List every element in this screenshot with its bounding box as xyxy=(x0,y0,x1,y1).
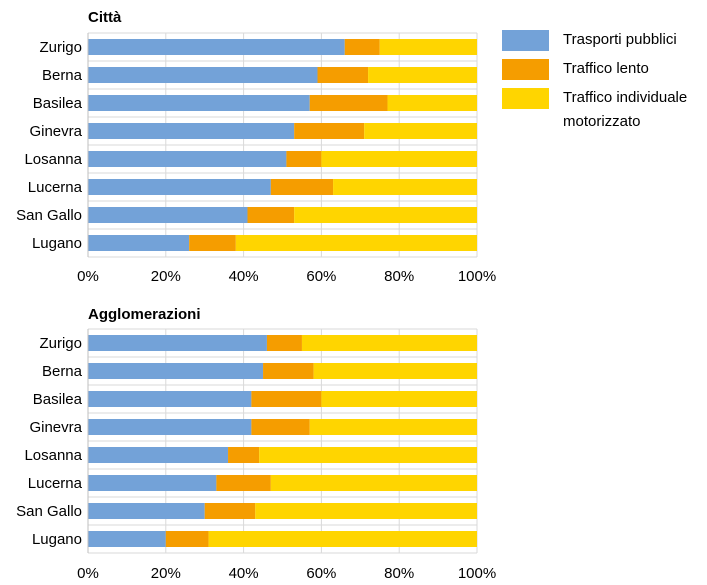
category-label: Ginevra xyxy=(29,123,82,140)
x-tick-label: 100% xyxy=(458,565,496,582)
x-tick-label: 0% xyxy=(77,565,99,582)
category-label: Basilea xyxy=(33,95,83,112)
bar-public xyxy=(88,179,271,195)
legend-swatch-slow xyxy=(502,59,549,80)
category-label: San Gallo xyxy=(16,503,82,520)
bar-private xyxy=(294,207,477,223)
legend-item-public: Trasporti pubblici xyxy=(502,30,707,52)
bar-private xyxy=(313,363,477,379)
bar-slow xyxy=(317,67,369,83)
bar-slow xyxy=(266,335,302,351)
category-label: Zurigo xyxy=(39,39,82,56)
x-tick-label: 0% xyxy=(77,268,99,285)
legend-label-private: Traffico individuale motorizzato xyxy=(563,89,688,130)
bar-private xyxy=(255,503,477,519)
bar-public xyxy=(88,363,264,379)
bar-private xyxy=(333,179,477,195)
category-label: Berna xyxy=(42,363,83,380)
bar-slow xyxy=(286,151,322,167)
bar-slow xyxy=(204,503,256,519)
category-label: Losanna xyxy=(24,151,82,168)
bar-slow xyxy=(263,363,314,379)
bar-private xyxy=(309,419,477,435)
category-label: Lucerna xyxy=(28,179,83,196)
legend-item-slow: Traffico lento xyxy=(502,59,707,81)
bar-private xyxy=(301,335,477,351)
bar-slow xyxy=(189,235,236,251)
x-tick-label: 60% xyxy=(306,565,336,582)
bar-slow xyxy=(309,95,388,111)
bar-public xyxy=(88,95,310,111)
category-label: Basilea xyxy=(33,391,83,408)
x-tick-label: 40% xyxy=(229,268,259,285)
bar-private xyxy=(208,531,477,547)
bar-public xyxy=(88,475,217,491)
bar-slow xyxy=(247,207,295,223)
bar-private xyxy=(321,391,477,407)
bar-private xyxy=(387,95,477,111)
x-tick-label: 80% xyxy=(384,565,414,582)
bar-public xyxy=(88,391,252,407)
bar-slow xyxy=(251,419,310,435)
x-tick-label: 20% xyxy=(151,565,181,582)
bar-private xyxy=(364,123,477,139)
legend-item-private: Traffico individuale motorizzato xyxy=(502,88,707,134)
bar-slow xyxy=(294,123,365,139)
x-tick-label: 100% xyxy=(458,268,496,285)
category-label: Lugano xyxy=(32,235,82,252)
bar-public xyxy=(88,123,295,139)
bar-public xyxy=(88,151,287,167)
bar-private xyxy=(235,235,477,251)
bar-public xyxy=(88,39,345,55)
category-label: Zurigo xyxy=(39,335,82,352)
bar-private xyxy=(379,39,477,55)
legend: Trasporti pubblici Traffico lento Traffi… xyxy=(502,30,707,141)
category-label: Ginevra xyxy=(29,419,82,436)
bar-public xyxy=(88,235,190,251)
legend-swatch-private xyxy=(502,88,549,109)
bar-private xyxy=(368,67,477,83)
category-label: Lugano xyxy=(32,531,82,548)
legend-swatch-public xyxy=(502,30,549,51)
bar-private xyxy=(270,475,477,491)
bar-private xyxy=(259,447,477,463)
category-label: Berna xyxy=(42,67,83,84)
category-label: San Gallo xyxy=(16,207,82,224)
bar-public xyxy=(88,447,229,463)
x-tick-label: 60% xyxy=(306,268,336,285)
chart-title: Agglomerazioni xyxy=(88,306,201,323)
category-label: Lucerna xyxy=(28,475,83,492)
bar-slow xyxy=(270,179,334,195)
category-label: Losanna xyxy=(24,447,82,464)
x-tick-label: 80% xyxy=(384,268,414,285)
bar-private xyxy=(321,151,477,167)
legend-label-slow: Traffico lento xyxy=(563,60,649,77)
bar-public xyxy=(88,207,248,223)
legend-label-public: Trasporti pubblici xyxy=(563,31,677,48)
bar-public xyxy=(88,67,318,83)
x-tick-label: 40% xyxy=(229,565,259,582)
bar-public xyxy=(88,503,205,519)
bar-slow xyxy=(251,391,322,407)
bar-public xyxy=(88,531,166,547)
bar-slow xyxy=(344,39,380,55)
bar-public xyxy=(88,335,267,351)
bar-public xyxy=(88,419,252,435)
chart-title: Città xyxy=(88,9,122,26)
bar-slow xyxy=(165,531,209,547)
bar-slow xyxy=(216,475,271,491)
x-tick-label: 20% xyxy=(151,268,181,285)
bar-slow xyxy=(228,447,260,463)
